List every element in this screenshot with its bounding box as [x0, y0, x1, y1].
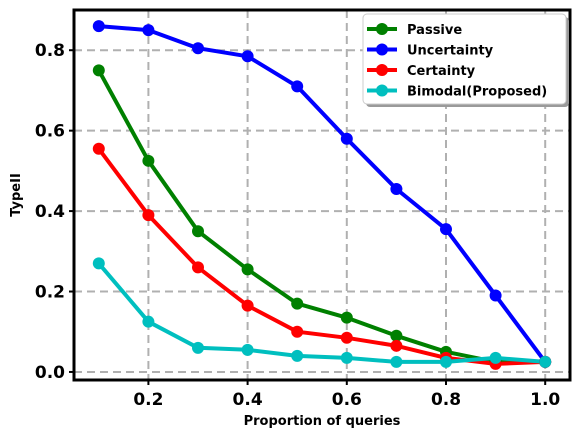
- y-tick-label: 0.8: [35, 41, 65, 61]
- data-point: [142, 154, 155, 167]
- data-point: [92, 20, 105, 33]
- data-point: [440, 355, 452, 368]
- data-point: [440, 223, 452, 236]
- data-point: [241, 299, 254, 312]
- data-point: [390, 339, 403, 352]
- y-axis-label: TypeII: [9, 173, 24, 217]
- data-point: [92, 257, 105, 270]
- data-point: [142, 209, 155, 222]
- data-point: [142, 24, 155, 37]
- data-point: [142, 315, 155, 328]
- plot-frame: [72, 8, 572, 382]
- data-point: [241, 50, 254, 63]
- data-point: [340, 311, 353, 324]
- data-point: [291, 325, 304, 338]
- series-line-1: [98, 24, 547, 364]
- legend: Passive Uncertainty Certainty Bimodal(Propo…: [362, 13, 569, 107]
- series-line-3: [97, 262, 546, 364]
- data-point: [390, 329, 403, 342]
- data-point: [340, 351, 353, 364]
- data-point: [539, 355, 552, 368]
- data-point: [192, 42, 204, 55]
- data-point: [340, 331, 353, 344]
- data-point: [489, 351, 502, 364]
- y-tick-label: 0.4: [35, 202, 65, 222]
- data-point: [192, 261, 204, 274]
- data-point: [489, 289, 502, 302]
- legend-label: Certainty: [407, 64, 476, 79]
- data-point: [291, 349, 304, 362]
- data-point: [192, 341, 204, 354]
- grid-lines: [74, 10, 570, 380]
- legend-label: Uncertainty: [407, 44, 494, 59]
- legend-marker: [376, 64, 388, 76]
- x-tick-label: 1.0: [530, 390, 560, 410]
- data-point: [92, 64, 105, 77]
- x-tick-label: 0.6: [332, 390, 362, 410]
- legend-label: Passive: [407, 23, 462, 38]
- data-point: [291, 297, 304, 310]
- data-point: [340, 132, 353, 145]
- legend-marker: [376, 84, 388, 97]
- legend-marker: [376, 23, 388, 35]
- x-axis-ticks: 0.2 0.4 0.6 0.8 1.0: [133, 380, 560, 410]
- x-tick-label: 0.2: [133, 390, 163, 410]
- x-tick-label: 0.8: [431, 390, 461, 410]
- data-point: [192, 225, 204, 238]
- series-lines: [97, 24, 547, 366]
- y-axis-ticks: 0.0 0.2 0.4 0.6 0.8: [35, 41, 74, 383]
- data-point: [241, 343, 254, 356]
- y-tick-label: 0.0: [35, 363, 65, 383]
- data-point: [291, 80, 304, 93]
- legend-marker: [376, 43, 388, 56]
- data-point: [390, 182, 403, 195]
- legend-label: Bimodal(Proposed): [407, 85, 547, 100]
- data-point: [241, 263, 254, 276]
- data-point: [390, 355, 403, 368]
- y-tick-label: 0.2: [35, 283, 65, 303]
- data-point: [92, 142, 105, 155]
- y-tick-label: 0.6: [35, 122, 65, 142]
- legend-box: [362, 13, 567, 105]
- x-axis-label: Proportion of queries: [244, 414, 401, 429]
- series-points: [92, 20, 552, 370]
- x-tick-label: 0.4: [233, 390, 263, 410]
- series-line-0: [97, 69, 546, 364]
